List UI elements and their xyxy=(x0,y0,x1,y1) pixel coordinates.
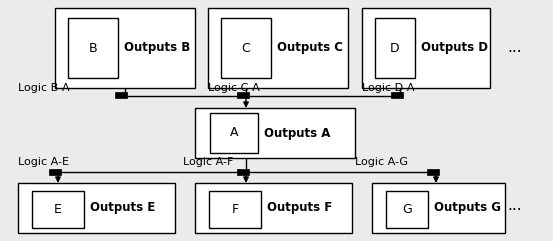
Bar xyxy=(209,191,261,228)
Text: Logic A-E: Logic A-E xyxy=(18,157,69,167)
Text: Outputs E: Outputs E xyxy=(90,201,155,214)
Bar xyxy=(362,8,490,88)
Bar xyxy=(18,183,175,233)
Bar xyxy=(427,169,439,175)
Text: Outputs B: Outputs B xyxy=(124,41,190,54)
Text: A: A xyxy=(229,127,238,140)
Bar xyxy=(115,92,127,98)
Bar xyxy=(55,8,195,88)
Text: B: B xyxy=(88,41,97,54)
Bar xyxy=(372,183,505,233)
Bar xyxy=(375,18,415,78)
Text: E: E xyxy=(54,203,62,216)
Bar xyxy=(391,92,403,98)
Text: Outputs G: Outputs G xyxy=(434,201,501,214)
Text: Outputs F: Outputs F xyxy=(267,201,332,214)
Bar xyxy=(210,113,258,153)
Text: G: G xyxy=(402,203,412,216)
Text: Outputs C: Outputs C xyxy=(277,41,343,54)
Bar xyxy=(195,183,352,233)
Bar xyxy=(68,18,118,78)
Text: D: D xyxy=(390,41,400,54)
Text: Logic B-A: Logic B-A xyxy=(18,83,70,93)
Bar xyxy=(237,92,249,98)
Text: ...: ... xyxy=(508,198,523,213)
Bar xyxy=(49,169,61,175)
Text: Logic A-G: Logic A-G xyxy=(355,157,408,167)
Bar xyxy=(237,169,249,175)
Bar xyxy=(208,8,348,88)
Text: Logic A-F: Logic A-F xyxy=(183,157,233,167)
Bar xyxy=(32,191,84,228)
Text: Logic C-A: Logic C-A xyxy=(208,83,260,93)
Text: F: F xyxy=(232,203,238,216)
Bar xyxy=(221,18,271,78)
Text: C: C xyxy=(242,41,251,54)
Text: ...: ... xyxy=(508,40,523,55)
Bar xyxy=(386,191,428,228)
Text: Outputs A: Outputs A xyxy=(264,127,330,140)
Bar xyxy=(195,108,355,158)
Text: Outputs D: Outputs D xyxy=(421,41,488,54)
Text: Logic D-A: Logic D-A xyxy=(362,83,415,93)
